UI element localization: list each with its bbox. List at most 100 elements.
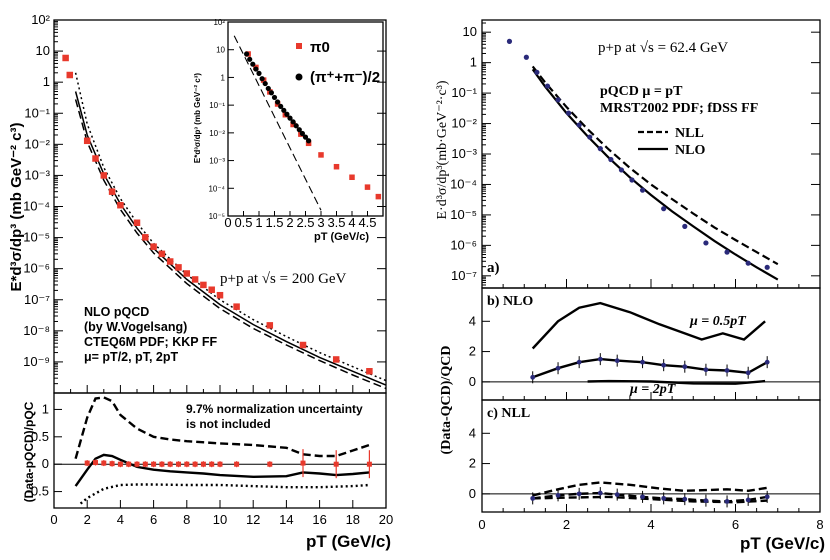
ratio-y-tick-label: 0.5	[31, 429, 49, 444]
inset-xlabel: pT (GeV/c)	[314, 231, 369, 243]
inset-x-tick-label: 2	[286, 215, 293, 230]
legend-nll-label: NLL	[675, 126, 704, 141]
inset-x-tick-label: 1.5	[265, 215, 283, 230]
legend-charged-marker	[295, 73, 303, 81]
right_nll_ratio-x-tick-label: 2	[563, 517, 570, 532]
inset-pi0-point	[364, 184, 371, 190]
right_nlo_ratio-data-point	[661, 362, 667, 368]
right_nll_ratio-x-tick-label: 8	[816, 517, 823, 532]
inset-charged-pion-point	[293, 123, 299, 129]
inset-x-tick-label: 3	[317, 215, 324, 230]
r-data-point	[523, 54, 529, 60]
inset-charged-pion-point	[256, 70, 262, 76]
right_nll_ratio-data-point	[682, 496, 688, 502]
curve-label-two-pt: μ = 2pT	[629, 382, 677, 397]
y-tick-label: 1	[43, 74, 50, 89]
pdf-label: MRST2002 PDF; fDSS FF	[600, 101, 758, 116]
nlo-annotation: μ= pT/2, pT, 2pT	[84, 350, 178, 364]
inset-ylabel: E*d³σ/dp³ (mb GeV⁻² c³)	[193, 73, 202, 163]
pi0-point	[142, 234, 149, 241]
right_nll_ratio-x-tick-label: 0	[478, 517, 485, 532]
r-y-tick-label: 1	[470, 55, 477, 70]
ratio-point	[126, 461, 132, 467]
right_nll_ratio-panel-label: c) NLL	[487, 406, 530, 421]
right_nll_ratio-data-point	[640, 494, 645, 500]
right_nlo_ratio-half-pt-curve	[531, 301, 766, 350]
pi0-point	[175, 264, 182, 271]
curve-label-half-pt: μ = 0.5pT	[689, 314, 747, 329]
energy-label: p+p at √s = 200 GeV	[220, 271, 347, 287]
nlo-annotation: CTEQ6M PDF; KKP FF	[84, 335, 217, 349]
pi0-point	[299, 341, 307, 349]
y-tick-label: 10²	[31, 12, 50, 27]
inset-charged-pion-point	[253, 66, 259, 72]
right-xlabel: pT (GeV/c)	[740, 534, 825, 553]
r-data-point	[661, 206, 667, 212]
left-main-panel: 10²10110⁻¹10⁻²10⁻³10⁻⁴10⁻⁵10⁻⁶10⁻⁷10⁻⁸10…	[8, 12, 387, 394]
nlo-annotation: (by W.Vogelsang)	[84, 320, 187, 334]
pi0-point	[183, 270, 191, 277]
pi0-point	[66, 71, 74, 79]
inset-charged-pion-point	[265, 85, 271, 92]
r-y-tick-label: 10⁻⁵	[450, 207, 477, 222]
inset-charged-pion-point	[278, 103, 284, 110]
ratio-y-tick-label: -0.5	[27, 484, 49, 499]
ratio-point	[167, 461, 173, 467]
r-data-point	[576, 122, 582, 128]
y-tick-label: 10	[36, 43, 50, 58]
pi0-point	[83, 137, 91, 145]
r-data-point	[608, 156, 614, 163]
ratio-point	[109, 461, 115, 467]
inset-charged-pion-point	[247, 56, 253, 62]
ratio-point	[200, 461, 206, 467]
ratio-x-tick-label: 16	[312, 512, 326, 527]
r-y-tick-label: 10⁻⁷	[451, 268, 477, 283]
r-data-point	[506, 38, 513, 44]
ratio-point	[142, 461, 148, 467]
right_nlo_ratio-data-point	[555, 365, 561, 371]
right_nlo_ratio-data-point	[614, 358, 620, 364]
right_nlo_ratio-data-point	[597, 356, 603, 362]
pi0-point	[166, 258, 174, 265]
right_nlo_ratio-data-point	[682, 364, 688, 370]
right_nlo_ratio-panel-label: b) NLO	[487, 294, 533, 309]
right_nll_ratio-half-pt-curve	[532, 481, 768, 497]
r-data-point	[745, 260, 751, 266]
inset-y-tick-label: 10⁻⁵	[209, 212, 225, 221]
pi0-point	[92, 155, 99, 162]
right_nll_ratio-y-tick-label: 2	[469, 456, 476, 471]
right_nlo_ratio-data-point	[530, 374, 536, 380]
legend-pi0-marker	[296, 43, 302, 49]
r-curve-NLL	[531, 65, 779, 266]
inset-charged-pion-point	[268, 90, 274, 96]
ratio-point	[234, 461, 240, 467]
inset-y-tick-label: 10⁻¹	[209, 101, 225, 110]
y-tick-label: 10⁻⁷	[24, 292, 50, 307]
ratio-point	[217, 461, 223, 467]
pi0-point	[108, 188, 116, 195]
r-data-point	[639, 187, 646, 193]
r-data-point	[555, 97, 561, 103]
ratio-y-tick-label: 0	[42, 456, 49, 471]
right_nlo_ratio-pt-curve	[532, 357, 768, 379]
right_nlo_ratio-y-tick-label: 0	[469, 374, 476, 389]
left-ylabel: E*d³σ/dp³ (mb GeV⁻² c³)	[8, 122, 25, 291]
ratio-x-tick-label: 0	[50, 512, 57, 527]
ratio-x-tick-label: 2	[84, 512, 91, 527]
pqcd-label: pQCD μ = pT	[600, 84, 683, 99]
inset-pi0-point	[318, 152, 324, 158]
ratio-point	[93, 460, 98, 466]
y-tick-label: 10⁻⁸	[23, 323, 50, 338]
inset-pi0-point	[333, 163, 340, 170]
right_nlo_ratio-y-tick-label: 4	[469, 313, 476, 328]
y-tick-label: 10⁻⁵	[23, 230, 50, 245]
ratio-x-tick-label: 6	[150, 512, 157, 527]
pi0-point	[216, 291, 224, 299]
pi0-point	[233, 303, 240, 310]
ratio-y-tick-label: 1	[42, 401, 49, 416]
right_nlo_ratio-y-tick-label: 2	[469, 344, 476, 359]
pi0-point	[191, 276, 199, 283]
right_nll_ratio-panel: 4 2 0 c) NLL 0 2 4 6 8 pT (GeV/c) (Data-QCD)/QCD	[439, 346, 825, 553]
inset-frame	[227, 21, 384, 217]
right_nll_ratio-data-point	[661, 495, 667, 501]
